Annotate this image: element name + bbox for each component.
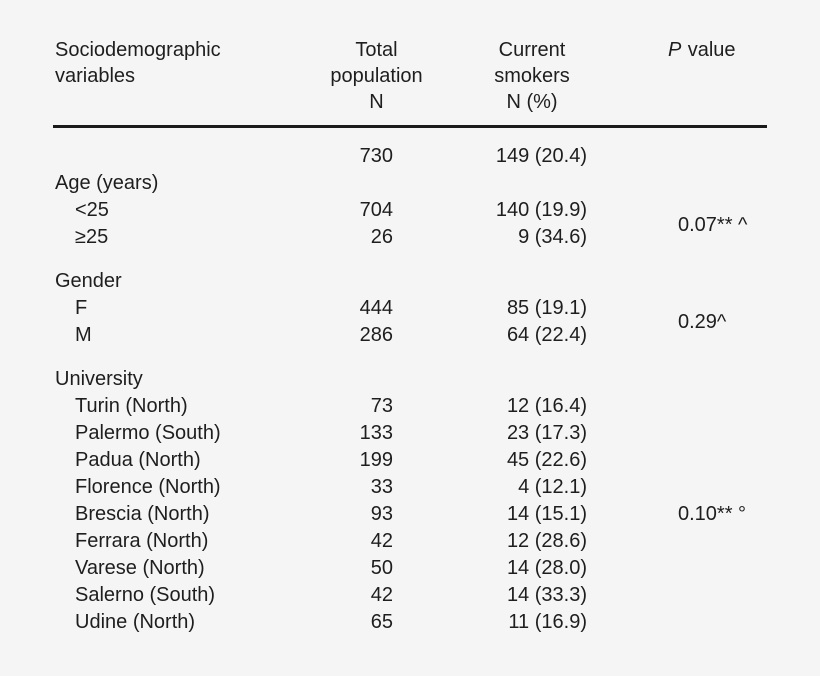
current-smokers-value: 85 (19.1) bbox=[506, 297, 587, 319]
p-value-gender: 0.29^ bbox=[678, 311, 727, 333]
total-population-value: 50 bbox=[370, 557, 393, 579]
total-population-value: 199 bbox=[359, 449, 393, 471]
col-header-smokers-line2: smokers bbox=[494, 65, 570, 87]
col-header-total-line2: population bbox=[330, 65, 423, 87]
current-smokers-value bbox=[393, 170, 587, 197]
row-university-turin: Turin (North) 73 12 (16.4) bbox=[55, 393, 587, 420]
total-population-value: 730 bbox=[359, 145, 393, 167]
row-overall-total: 730 149 (20.4) bbox=[55, 143, 587, 170]
total-population-value bbox=[300, 268, 393, 295]
current-smokers-value: 14 (15.1) bbox=[506, 503, 587, 525]
current-smokers-value: 14 (33.3) bbox=[506, 584, 587, 606]
col-header-total-population: Total population N bbox=[300, 37, 453, 115]
current-smokers-value bbox=[393, 268, 587, 295]
section-label-university: University bbox=[55, 368, 143, 390]
current-smokers-value bbox=[393, 366, 587, 393]
row-label: Brescia (North) bbox=[75, 503, 210, 525]
row-label: Florence (North) bbox=[75, 476, 221, 498]
current-smokers-value: 11 (16.9) bbox=[508, 611, 587, 633]
p-value-age: 0.07** ^ bbox=[678, 214, 748, 236]
total-population-value: 33 bbox=[370, 476, 393, 498]
current-smokers-value: 23 (17.3) bbox=[506, 422, 587, 444]
row-age-25-and-over: ≥25 26 9 (34.6) bbox=[55, 224, 587, 251]
section-label-gender: Gender bbox=[55, 270, 122, 292]
current-smokers-value: 14 (28.0) bbox=[506, 557, 587, 579]
p-value-university: 0.10** ° bbox=[678, 503, 747, 525]
row-label: Ferrara (North) bbox=[75, 530, 209, 552]
total-population-value bbox=[300, 170, 393, 197]
row-university-brescia: Brescia (North) 93 14 (15.1) bbox=[55, 501, 587, 528]
row-label: Salerno (South) bbox=[75, 584, 216, 606]
col-header-variables-line2: variables bbox=[55, 65, 136, 87]
row-label: M bbox=[75, 324, 92, 346]
row-university-udine: Udine (North) 65 11 (16.9) bbox=[55, 609, 587, 636]
total-population-value: 93 bbox=[370, 503, 393, 525]
table-header-row: Sociodemographic variables Total populat… bbox=[55, 37, 820, 115]
section-label-age: Age (years) bbox=[55, 172, 159, 194]
col-header-total-line1: Total bbox=[355, 39, 398, 61]
total-population-value: 65 bbox=[370, 611, 393, 633]
current-smokers-value: 9 (34.6) bbox=[518, 226, 587, 248]
row-university-florence: Florence (North) 33 4 (12.1) bbox=[55, 474, 587, 501]
row-label: F bbox=[75, 297, 88, 319]
current-smokers-value: 140 (19.9) bbox=[495, 199, 587, 221]
p-value-header-italic-p: P bbox=[668, 39, 682, 61]
row-university-varese: Varese (North) 50 14 (28.0) bbox=[55, 555, 587, 582]
total-population-value: 73 bbox=[370, 395, 393, 417]
total-population-value: 444 bbox=[359, 297, 393, 319]
row-label: ≥25 bbox=[75, 226, 109, 248]
total-population-value: 133 bbox=[359, 422, 393, 444]
current-smokers-value: 4 (12.1) bbox=[518, 476, 587, 498]
row-university-palermo: Palermo (South) 133 23 (17.3) bbox=[55, 420, 587, 447]
total-population-value: 42 bbox=[370, 530, 393, 552]
total-population-value: 26 bbox=[370, 226, 393, 248]
current-smokers-value: 45 (22.6) bbox=[506, 449, 587, 471]
row-age-under-25: <25 704 140 (19.9) bbox=[55, 197, 587, 224]
row-label: Udine (North) bbox=[75, 611, 196, 633]
row-label: Padua (North) bbox=[75, 449, 201, 471]
total-population-value: 704 bbox=[359, 199, 393, 221]
row-gender-f: F 444 85 (19.1) bbox=[55, 295, 587, 322]
row-section-gender: Gender bbox=[55, 268, 587, 295]
total-population-value: 286 bbox=[359, 324, 393, 346]
row-university-padua: Padua (North) 199 45 (22.6) bbox=[55, 447, 587, 474]
row-university-ferrara: Ferrara (North) 42 12 (28.6) bbox=[55, 528, 587, 555]
section-gap bbox=[55, 349, 587, 366]
row-university-salerno: Salerno (South) 42 14 (33.3) bbox=[55, 582, 587, 609]
row-section-university: University bbox=[55, 366, 587, 393]
total-population-value bbox=[300, 366, 393, 393]
col-header-variables-line1: Sociodemographic bbox=[55, 39, 221, 61]
row-label bbox=[55, 143, 300, 170]
table-body: 730 149 (20.4) Age (years) <25 704 140 (… bbox=[55, 143, 587, 636]
col-header-current-smokers: Current smokers N (%) bbox=[453, 37, 611, 115]
current-smokers-value: 149 (20.4) bbox=[495, 145, 587, 167]
col-header-variables: Sociodemographic variables bbox=[55, 37, 300, 115]
row-section-age: Age (years) bbox=[55, 170, 587, 197]
current-smokers-value: 12 (16.4) bbox=[506, 395, 587, 417]
row-label: Varese (North) bbox=[75, 557, 205, 579]
current-smokers-value: 64 (22.4) bbox=[506, 324, 587, 346]
total-population-value: 42 bbox=[370, 584, 393, 606]
row-label: <25 bbox=[75, 199, 109, 221]
header-rule-line bbox=[53, 125, 767, 128]
section-gap bbox=[55, 251, 587, 268]
row-label: Turin (North) bbox=[75, 395, 188, 417]
row-gender-m: M 286 64 (22.4) bbox=[55, 322, 587, 349]
col-header-smokers-line3: N (%) bbox=[506, 91, 558, 113]
col-header-total-line3: N bbox=[369, 91, 384, 113]
p-value-header-rest: value bbox=[687, 39, 736, 61]
current-smokers-value: 12 (28.6) bbox=[506, 530, 587, 552]
col-header-smokers-line1: Current bbox=[498, 39, 566, 61]
row-label: Palermo (South) bbox=[75, 422, 221, 444]
